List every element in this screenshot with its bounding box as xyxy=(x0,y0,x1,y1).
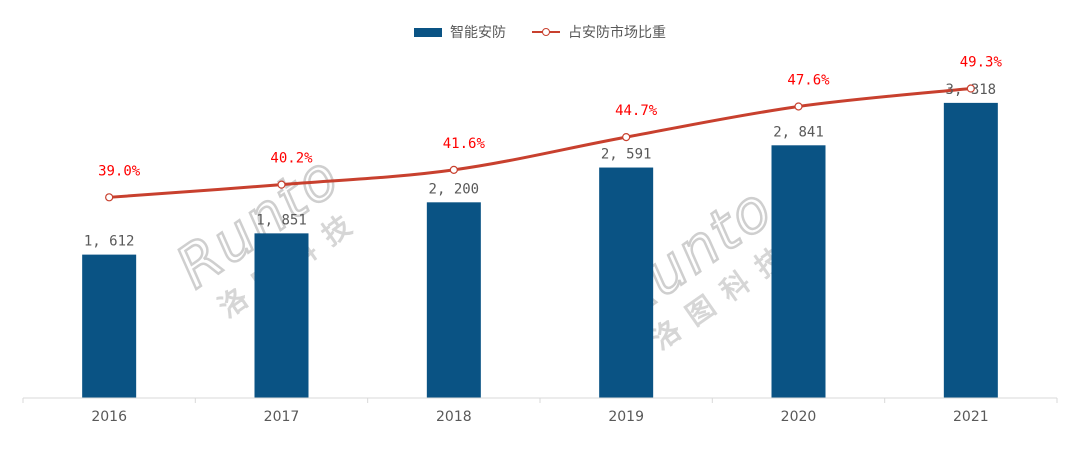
x-tick-label-2017: 2017 xyxy=(264,409,300,425)
bar-label-2019: 2, 591 xyxy=(601,147,652,163)
line-point-2021 xyxy=(966,84,975,93)
line-share xyxy=(109,87,971,199)
line-label-2017: 40.2% xyxy=(270,151,313,167)
bar-2016 xyxy=(82,254,137,398)
line-point-2019 xyxy=(622,133,631,142)
legend-line-swatch xyxy=(532,26,560,38)
x-tick-label-2018: 2018 xyxy=(436,409,472,425)
line-label-2020: 47.6% xyxy=(787,72,830,88)
bar-2021 xyxy=(943,102,998,399)
line-series xyxy=(105,84,975,202)
x-tick-label-2019: 2019 xyxy=(608,409,644,425)
bar-label-2017: 1, 851 xyxy=(256,212,307,228)
line-label-2019: 44.7% xyxy=(615,103,658,119)
line-point-2016 xyxy=(105,193,114,202)
bars xyxy=(82,102,998,399)
bar-2018 xyxy=(426,202,481,398)
legend: 智能安防 占安防市场比重 xyxy=(0,22,1080,42)
legend-item-bar: 智能安防 xyxy=(414,22,506,42)
line-point-2018 xyxy=(449,165,458,174)
bar-label-2018: 2, 200 xyxy=(429,181,480,197)
legend-bar-swatch xyxy=(414,27,442,37)
bar-2020 xyxy=(771,145,826,398)
legend-line-label: 占安防市场比重 xyxy=(568,25,666,41)
x-tick-label-2020: 2020 xyxy=(781,409,817,425)
bar-label-2016: 1, 612 xyxy=(84,234,135,250)
bar-label-2020: 2, 841 xyxy=(773,124,824,140)
legend-bar-label: 智能安防 xyxy=(450,25,506,41)
line-label-2016: 39.0% xyxy=(98,163,141,179)
bar-label-2021: 3, 318 xyxy=(946,82,997,98)
labels: 1, 612 1, 851 2, 200 2, 591 2, 841 3, 318 39.0… xyxy=(84,55,1003,250)
line-point-2020 xyxy=(794,102,803,111)
x-tick-label-2021: 2021 xyxy=(953,409,989,425)
x-ticks: 2016 2017 2018 2019 2020 2021 xyxy=(22,398,1058,425)
line-label-2018: 41.6% xyxy=(443,136,486,152)
line-point-2017 xyxy=(277,180,286,189)
x-tick-label-2016: 2016 xyxy=(91,409,127,425)
line-label-2021: 49.3% xyxy=(960,55,1003,71)
bar-2017 xyxy=(254,233,309,398)
bar-2019 xyxy=(599,167,654,398)
legend-item-line: 占安防市场比重 xyxy=(532,22,666,42)
